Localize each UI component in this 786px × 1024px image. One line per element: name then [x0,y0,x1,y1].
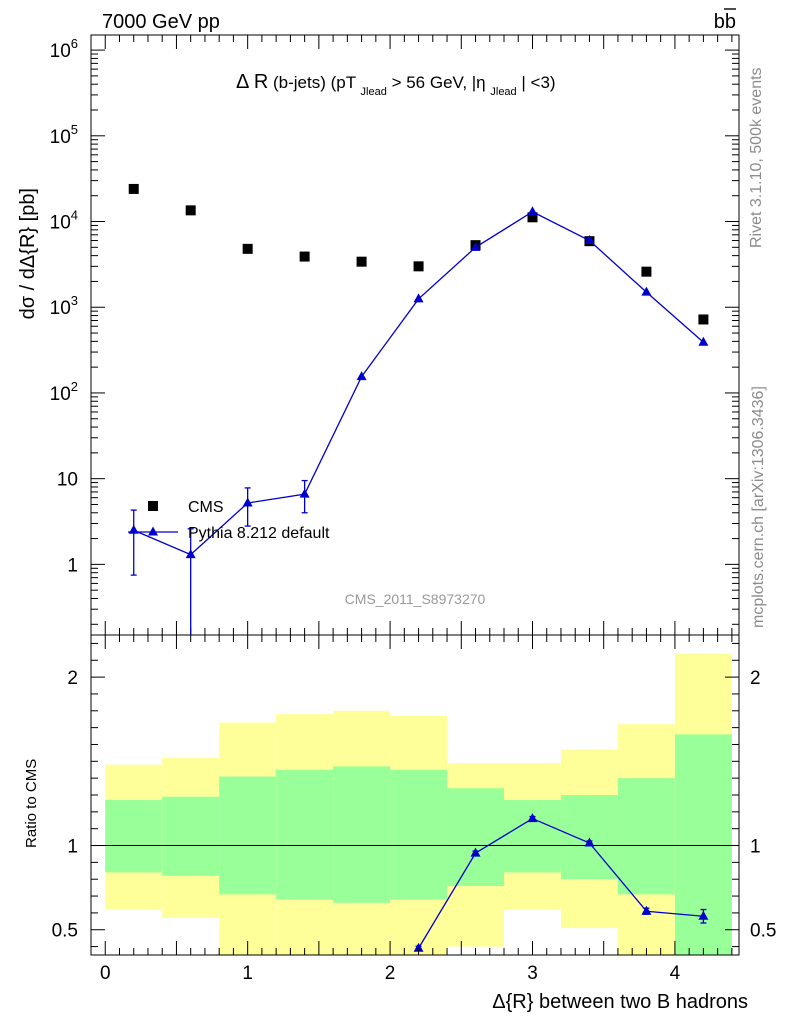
ratio-axis-ticks [91,635,739,955]
legend-label-cms: CMS [188,499,224,516]
main-ylabel: dσ / dΔ{R} [pb] [17,188,39,319]
cms-point [527,212,538,223]
green-uncertainty-band [333,766,391,903]
main-y-tick-labels: 1 10 102 103 104 105 106 [50,36,78,576]
green-uncertainty-band [219,776,277,895]
title-sub1: Jlead [361,86,387,98]
ratio-pythia-point [584,837,595,847]
x-axis-label: Δ{R} between two B hadrons [492,991,748,1013]
cms-point [128,183,139,194]
ratio-pythia-point [470,847,481,857]
cms-point [641,266,652,277]
ratio-pythia-line [418,817,704,949]
legend: CMS Pythia 8.212 default [128,499,330,542]
pythia-point [641,286,652,296]
pythia-point [185,549,196,559]
analysis-id: CMS_2011_S8973270 [345,591,486,607]
title-rest: (b-jets) (pT [273,73,356,92]
pythia-point [299,488,310,498]
energy-label: 7000 GeV pp [102,11,220,33]
pythia-point [470,241,481,251]
main-y-tick-label: 1 [67,555,78,576]
ratio-y-tick-label-right: 1 [750,837,761,858]
legend-label-pythia: Pythia 8.212 default [188,525,330,542]
pythia-point [584,235,595,245]
main-panel: 1 10 102 103 104 105 106 [50,34,740,636]
legend-marker-pythia [148,526,158,536]
ratio-y-tick-label-left: 0.5 [52,921,78,942]
ratio-x-tick-label: 3 [527,963,538,984]
pythia-point [413,293,424,303]
cms-point [185,205,196,216]
cms-point [413,261,424,272]
title-end: | <3) [521,73,555,92]
ratio-bands [105,653,732,955]
ratio-pythia-point [527,813,538,823]
pythia-point [527,206,538,216]
ratio-y-tick-label-right: 2 [750,668,761,689]
main-y-tick-label: 103 [50,293,78,319]
ratio-x-tick-label: 2 [385,963,396,984]
main-frame [90,34,740,636]
main-y-tick-label: 104 [50,208,78,234]
ratio-x-tick-label: 0 [100,963,111,984]
main-y-tick-label: 106 [50,36,78,62]
ratio-y-tick-label-left: 1 [67,837,78,858]
pythia-point [242,497,253,507]
ratio-data-layer [413,813,709,952]
ratio-panel: 0.5 0.5 1 1 2 2 0 1 2 3 4 [52,634,777,984]
ratio-frame [90,634,740,956]
main-axis-ticks [91,35,739,635]
green-uncertainty-band [447,788,505,886]
green-uncertainty-band [390,769,448,900]
green-uncertainty-band [617,778,675,895]
title-mid: > 56 GeV, |η [392,73,486,92]
plot-title: Δ R (b-jets) (pT Jlead > 56 GeV, |η Jlea… [236,71,556,99]
ratio-x-tick-label: 1 [242,963,253,984]
main-data-layer [128,183,709,635]
main-y-tick-label: 10 [57,470,78,491]
ratio-pythia-point [413,942,424,952]
ratio-y-tick-label-right: 0.5 [750,921,776,942]
title-main: Δ R [236,71,268,93]
side-mcplots-label: mcplots.cern.ch [arXiv:1306.3436] [750,386,767,628]
side-rivet-label: Rivet 3.1.10, 500k events [748,67,765,248]
pythia-point [356,371,367,381]
main-y-tick-label: 102 [50,379,78,405]
ratio-pythia-point [641,905,652,915]
process-label-text: bb [714,11,736,33]
cms-point [356,256,367,267]
main-y-tick-label: 105 [50,122,78,148]
title-sub2: Jlead [490,86,516,98]
cms-point [299,251,310,262]
ratio-x-tick-label: 4 [670,963,681,984]
ratio-pythia-point [698,910,709,920]
green-uncertainty-band [162,796,220,876]
cms-point [242,243,253,254]
green-uncertainty-band [105,800,163,873]
green-uncertainty-band [276,769,334,900]
green-uncertainty-band [504,800,561,873]
ratio-ylabel: Ratio to CMS [23,759,40,848]
cms-point [698,314,709,325]
process-label: bb [714,8,736,33]
legend-marker-cms [148,501,158,511]
ratio-y-tick-label-left: 2 [67,668,78,689]
ratio-tick-labels: 0.5 0.5 1 1 2 2 0 1 2 3 4 [52,668,777,984]
pythia-point [698,336,709,346]
